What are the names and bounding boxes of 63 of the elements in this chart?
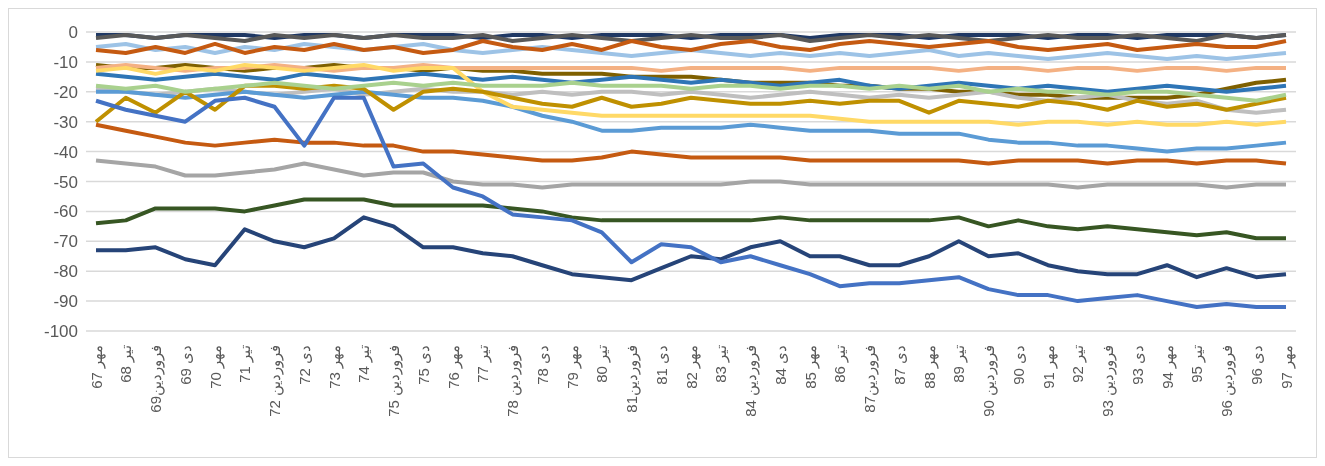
x-tick-label: مهر 91 <box>1039 345 1058 389</box>
x-tick-label: مهر 79 <box>563 345 582 389</box>
line-series <box>94 38 1288 55</box>
x-tick-label: تیر 92 <box>1069 345 1088 383</box>
x-tick-label: فروردین69 <box>147 345 165 413</box>
x-tick-label: تیر 74 <box>355 345 374 383</box>
line-series <box>94 95 1288 310</box>
x-tick-label: فروردین 96 <box>1218 345 1236 417</box>
x-tick-label: مهر 73 <box>325 345 344 389</box>
x-tick-label: مهر 76 <box>444 345 463 389</box>
x-tick-label: دی 96 <box>1247 345 1265 385</box>
x-tick-label: مهر 88 <box>920 345 939 389</box>
x-tick-label: تیر 95 <box>1188 345 1207 383</box>
x-tick-label: فروردین 78 <box>504 345 522 417</box>
y-tick-label: -50 <box>53 172 78 192</box>
line-series <box>94 158 1288 190</box>
y-tick-label: -80 <box>53 262 78 282</box>
line-series <box>94 62 1288 127</box>
x-tick-label: دی 78 <box>533 345 551 385</box>
x-tick-label: فروردین87 <box>861 345 879 413</box>
line-series <box>94 71 1288 94</box>
x-tick-label: دی 84 <box>771 345 789 385</box>
x-tick-label: فروردین81 <box>623 345 641 413</box>
x-tick-label: تیر 71 <box>236 345 255 383</box>
x-tick-label: مهر 67 <box>87 345 106 389</box>
x-tick-label: مهر 94 <box>1158 345 1177 389</box>
x-tick-label: فروردین 90 <box>980 345 998 417</box>
line-series <box>94 215 1288 283</box>
line-series <box>94 89 1288 154</box>
x-tick-label: تیر 68 <box>117 345 136 383</box>
y-tick-label: -30 <box>53 112 78 132</box>
line-series <box>94 80 1288 103</box>
y-tick-label: -10 <box>53 52 78 72</box>
x-tick-label: دی 93 <box>1128 345 1146 385</box>
x-tick-label: تیر 77 <box>474 345 493 383</box>
x-tick-label: دی 87 <box>890 345 908 385</box>
y-tick-label: -100 <box>43 322 78 342</box>
line-series <box>94 122 1288 166</box>
x-tick-label: مهر 70 <box>206 345 225 389</box>
x-tick-label: مهر 97 <box>1277 345 1296 389</box>
y-tick-label: -70 <box>53 232 78 252</box>
x-tick-label: دی 90 <box>1009 345 1027 385</box>
y-tick-label: -90 <box>53 292 78 312</box>
x-tick-label: تیر 86 <box>831 345 850 383</box>
y-tick-label: -20 <box>53 82 78 102</box>
x-tick-label: فروردین 93 <box>1099 345 1117 417</box>
x-tick-label: دی 75 <box>414 345 432 385</box>
x-tick-label: فروردین 72 <box>266 345 284 417</box>
x-tick-label: دی 69 <box>176 345 194 385</box>
x-tick-label: مهر 82 <box>682 345 701 389</box>
line-series <box>94 197 1288 241</box>
y-tick-label: -60 <box>53 202 78 222</box>
x-tick-label: تیر 89 <box>950 345 969 383</box>
x-tick-label: دی 81 <box>652 345 670 385</box>
x-tick-label: تیر 80 <box>593 345 612 383</box>
line-series <box>94 83 1288 124</box>
x-tick-label: فروردین 84 <box>742 345 760 417</box>
x-tick-label: دی 72 <box>295 345 313 385</box>
y-tick-label: -40 <box>53 142 78 162</box>
x-tick-label: فروردین 75 <box>385 345 403 417</box>
y-tick-label: 0 <box>68 23 78 43</box>
x-tick-label: مهر 85 <box>801 345 820 389</box>
x-tick-label: تیر 83 <box>712 345 731 383</box>
